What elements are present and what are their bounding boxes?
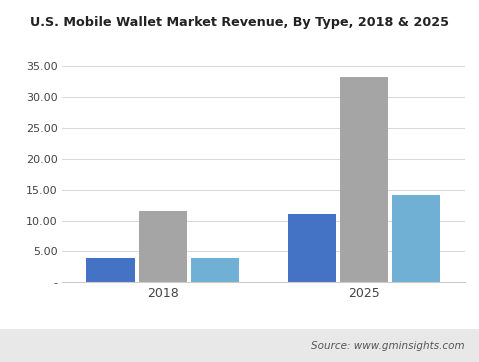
Text: U.S. Mobile Wallet Market Revenue, By Type, 2018 & 2025: U.S. Mobile Wallet Market Revenue, By Ty… xyxy=(30,16,449,29)
Text: Source: www.gminsights.com: Source: www.gminsights.com xyxy=(311,341,465,351)
Legend: Open, Semi-Closed, Closed: Open, Semi-Closed, Closed xyxy=(159,330,368,349)
Bar xyxy=(392,195,441,282)
Bar xyxy=(191,258,240,282)
Bar xyxy=(139,211,187,282)
Bar xyxy=(340,77,388,282)
Bar xyxy=(287,214,336,282)
Bar xyxy=(86,258,135,282)
